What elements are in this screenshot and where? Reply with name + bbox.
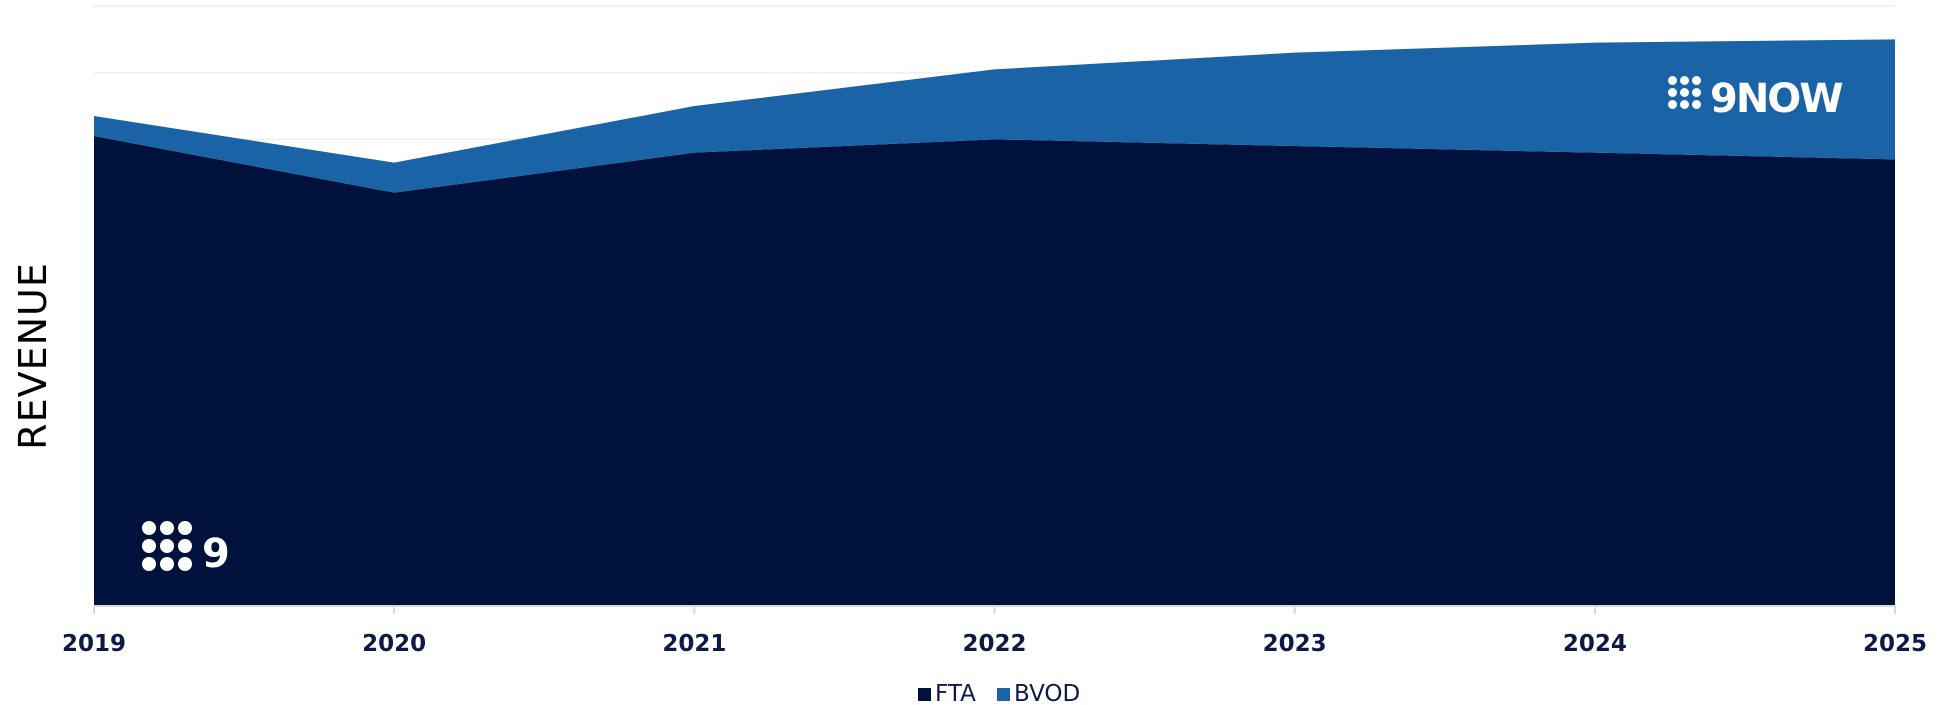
logo-dot (178, 539, 192, 553)
y-axis-label: REVENUE (11, 262, 55, 450)
logo-dot (1692, 88, 1701, 97)
logo-dot (1692, 100, 1701, 109)
logo-dot (1680, 88, 1689, 97)
legend-label-fta: FTA (935, 681, 976, 705)
logo-dot (142, 521, 156, 535)
x-tick-label: 2024 (1563, 631, 1627, 657)
x-tick-label: 2020 (362, 631, 426, 657)
legend-swatch-fta (918, 688, 931, 701)
logo-dot (1680, 76, 1689, 85)
nine-network-logo: 9 (142, 521, 230, 577)
logo-dot (178, 557, 192, 571)
legend-label-bvod: BVOD (1014, 681, 1080, 705)
nine-network-logo-text: 9 (202, 531, 230, 577)
x-tick-label: 2019 (62, 631, 126, 657)
logo-dot (160, 539, 174, 553)
x-tick-label: 2023 (1263, 631, 1327, 657)
logo-dot (1668, 100, 1677, 109)
area-fta (94, 136, 1895, 606)
logo-dot (160, 557, 174, 571)
9now-logo: 9NOW (1668, 76, 1844, 122)
area-bvod (94, 39, 1895, 193)
x-axis-ticks: 2019 2020 2021 2022 2023 2024 2025 (62, 606, 1927, 657)
logo-dot (1668, 88, 1677, 97)
logo-dot (142, 557, 156, 571)
logo-dot (160, 521, 174, 535)
9now-logo-text: 9NOW (1710, 76, 1842, 122)
legend: FTA BVOD (918, 681, 1080, 705)
x-tick-label: 2022 (962, 631, 1026, 657)
logo-dot (1668, 76, 1677, 85)
x-tick-label: 2025 (1863, 631, 1927, 657)
legend-swatch-bvod (997, 688, 1010, 701)
logo-dot (142, 539, 156, 553)
logo-dot (1692, 76, 1701, 85)
area-series (94, 39, 1895, 606)
logo-dot (1680, 100, 1689, 109)
x-tick-label: 2021 (662, 631, 726, 657)
logo-dot (178, 521, 192, 535)
